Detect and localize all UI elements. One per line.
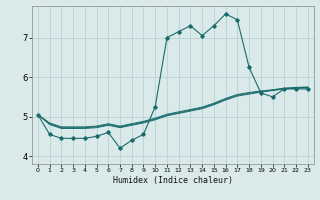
X-axis label: Humidex (Indice chaleur): Humidex (Indice chaleur): [113, 176, 233, 185]
